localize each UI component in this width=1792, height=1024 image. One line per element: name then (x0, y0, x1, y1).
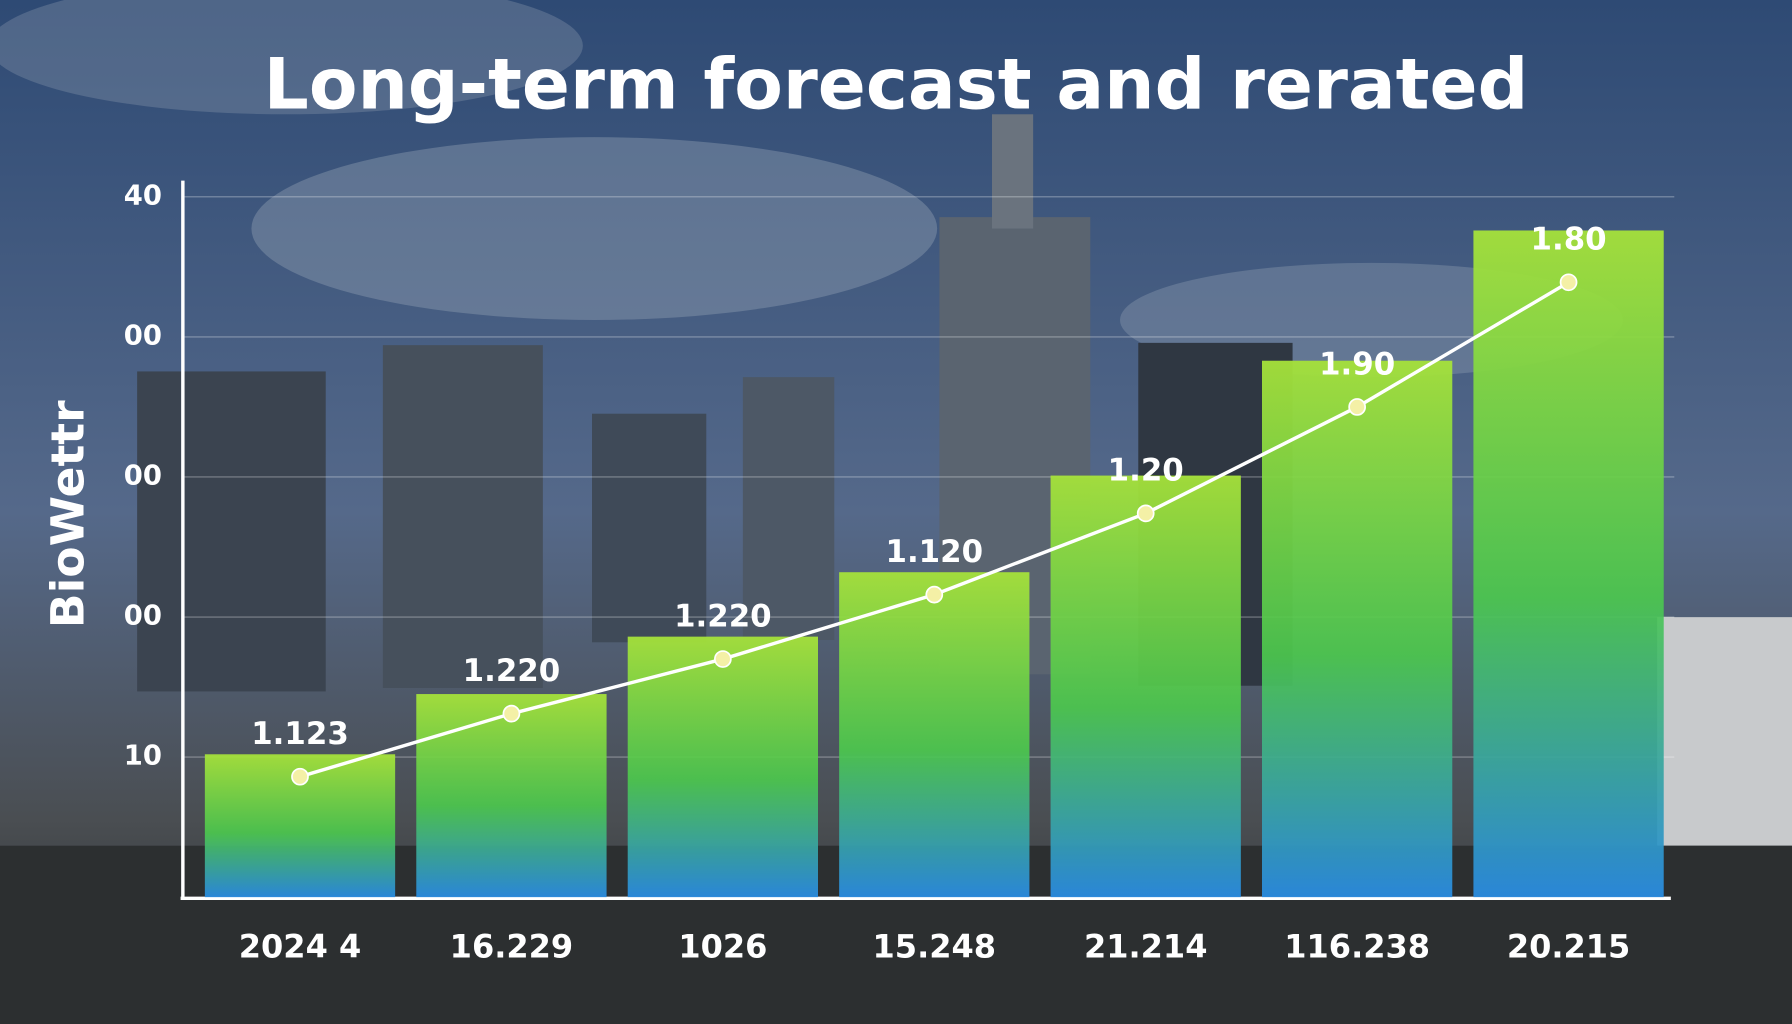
point (1559, 273, 1578, 292)
point (1348, 398, 1366, 416)
x-tick-label: 116.238 (1284, 928, 1430, 966)
y-tick-label: 00 (124, 320, 162, 351)
point-label: 1.90 (1319, 346, 1395, 382)
x-tick-label: 1026 (678, 928, 767, 966)
bar (627, 636, 818, 898)
point-label: 1.20 (1108, 453, 1184, 489)
bar (1050, 475, 1241, 898)
point (1136, 504, 1155, 523)
bar (839, 572, 1030, 898)
x-tick-label: 15.248 (873, 928, 996, 966)
point-label: 1.120 (886, 534, 984, 570)
y-axis-label: BioWettr (41, 400, 94, 628)
x-tick-label: 16.229 (450, 928, 573, 966)
y-tick-label: 40 (124, 180, 162, 211)
y-tick-label: 00 (124, 460, 162, 491)
bar (1473, 230, 1664, 898)
bar (416, 694, 607, 898)
point-label: 1.123 (251, 716, 349, 752)
bar (1262, 360, 1453, 898)
x-tick-label: 20.215 (1507, 928, 1630, 966)
point-label: 1.220 (674, 598, 772, 634)
y-tick-label: 00 (124, 601, 162, 632)
chart-title: Long-term forecast and rerated (264, 43, 1529, 126)
point (502, 704, 521, 723)
x-tick-label: 21.214 (1084, 928, 1207, 966)
point (925, 585, 944, 604)
point (291, 767, 309, 786)
x-tick-label: 2024 4 (239, 928, 361, 966)
point-label: 1.80 (1531, 222, 1607, 258)
point (713, 650, 732, 668)
y-tick-label: 10 (124, 741, 162, 772)
point-label: 1.220 (463, 653, 561, 689)
